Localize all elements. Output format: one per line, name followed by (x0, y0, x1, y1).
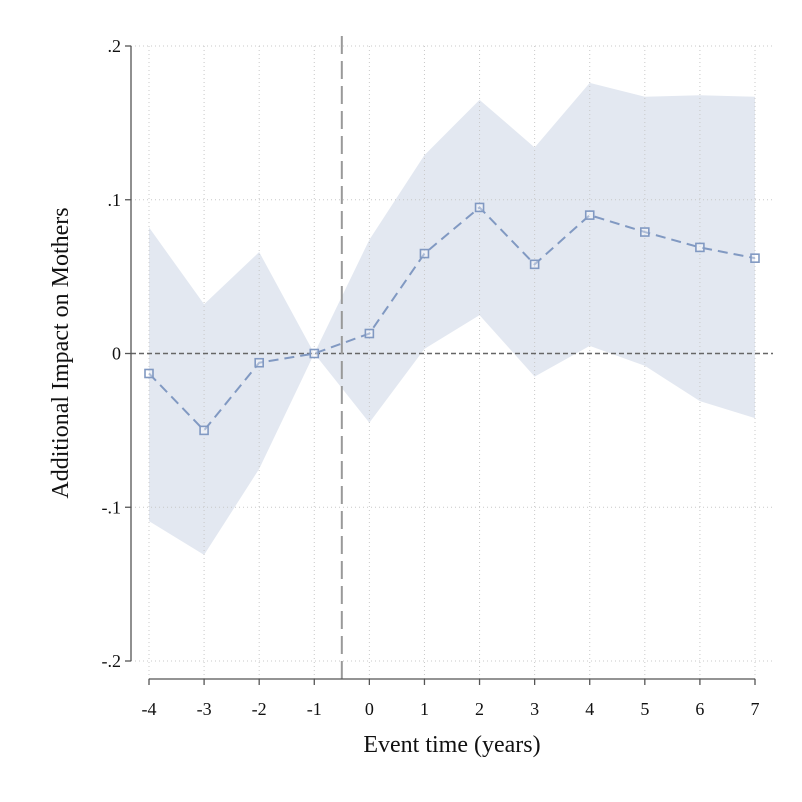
data-point (144, 368, 154, 379)
x-tick-label: -4 (142, 699, 157, 719)
data-point (254, 357, 264, 368)
x-tick-label: 2 (475, 699, 484, 719)
data-point (750, 253, 760, 263)
data-point (199, 425, 209, 436)
x-tick-label: 6 (695, 699, 704, 719)
data-point (419, 248, 430, 259)
x-tick-label: 0 (365, 699, 374, 719)
y-tick-label: -.2 (102, 651, 122, 671)
y-tick-label: .1 (108, 190, 122, 210)
data-point (584, 210, 595, 220)
data-series-layer (144, 202, 760, 436)
x-tick-label: -1 (307, 699, 322, 719)
series-line (148, 206, 756, 432)
x-tick-label: -3 (197, 699, 212, 719)
data-point (640, 227, 650, 237)
y-tick-label: -.1 (102, 497, 122, 517)
y-tick-label: 0 (112, 344, 121, 364)
tick-labels: -.2 -.1 0 .1 .2 -4 -3 -2 -1 0 1 2 3 4 5 6 7 (102, 36, 760, 719)
x-tick-label: -2 (252, 699, 267, 719)
ci-band-layer (149, 82, 755, 555)
data-point (364, 328, 375, 339)
x-tick-label: 4 (585, 699, 594, 719)
confidence-band (149, 82, 755, 555)
data-point (474, 202, 485, 213)
reference-lines (131, 36, 773, 679)
axes (125, 45, 756, 685)
x-tick-label: 1 (420, 699, 429, 719)
x-tick-label: 7 (751, 699, 760, 719)
x-tick-label: 5 (640, 699, 649, 719)
y-tick-label: .2 (108, 36, 122, 56)
data-point (529, 259, 540, 270)
x-tick-label: 3 (530, 699, 539, 719)
x-axis-title: Event time (years) (363, 732, 540, 758)
y-axis-title: Additional Impact on Mothers (48, 207, 74, 498)
data-point (309, 348, 320, 359)
data-point (695, 242, 705, 253)
